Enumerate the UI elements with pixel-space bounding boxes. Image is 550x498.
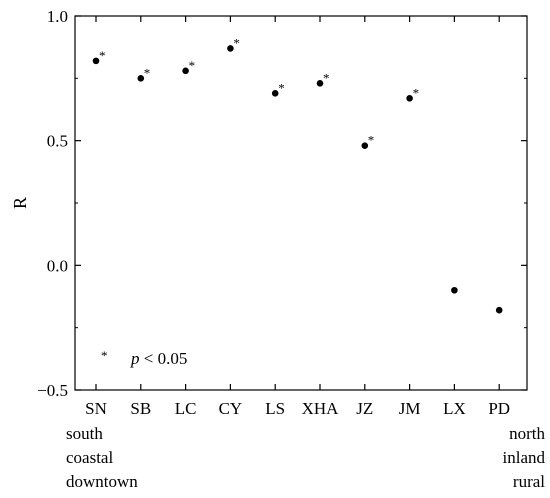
x-tick-label: CY: [219, 399, 243, 418]
x-tick-label: JZ: [356, 399, 373, 418]
x-tick-label: LX: [443, 399, 466, 418]
data-point: [495, 306, 503, 314]
gradient-labels-left: south coastal downtown: [66, 424, 138, 491]
data-points: * * * * * * * *: [92, 35, 503, 314]
legend-label: p < 0.05: [130, 349, 187, 368]
gradient-label-right: north: [509, 424, 545, 443]
y-tick-label: 1.0: [47, 7, 68, 26]
y-axis-label: R: [10, 197, 30, 209]
data-point: [271, 89, 279, 97]
gradient-label-right: inland: [503, 448, 546, 467]
gradient-label-left: south: [66, 424, 103, 443]
legend-variable: p: [130, 349, 140, 368]
y-tick-label: −0.5: [37, 381, 68, 400]
data-point: [406, 94, 413, 102]
gradient-label-left: coastal: [66, 448, 113, 467]
significance-marker: *: [278, 80, 285, 95]
significance-marker: *: [323, 70, 330, 85]
gradient-label-left: downtown: [66, 472, 138, 491]
x-tick-label: LS: [265, 399, 285, 418]
significance-marker: *: [189, 58, 196, 73]
gradient-labels-right: north inland rural: [503, 424, 546, 491]
data-point: [227, 45, 234, 52]
data-point: [451, 286, 458, 294]
plot-frame: [74, 15, 528, 391]
x-tick-label: LC: [175, 399, 197, 418]
x-tick-label: XHA: [302, 399, 340, 418]
significance-marker: *: [99, 48, 106, 63]
x-tick-label: JM: [399, 399, 421, 418]
data-point: [137, 75, 145, 82]
legend-marker: *: [101, 348, 108, 363]
data-point: [361, 142, 369, 149]
y-tick-label: 0.0: [47, 256, 68, 275]
significance-marker: *: [233, 35, 240, 50]
data-point: [316, 80, 324, 87]
x-axis: SN SB LC CY LS XHA JZ JM LX PD: [85, 16, 510, 418]
x-tick-label: SN: [85, 399, 107, 418]
legend-condition: < 0.05: [140, 349, 188, 368]
gradient-label-right: rural: [513, 472, 545, 491]
y-axis: 1.0 0.5 0.0 −0.5: [37, 7, 527, 400]
significance-marker: *: [368, 133, 375, 148]
significance-marker: *: [413, 85, 420, 100]
x-tick-label: PD: [488, 399, 510, 418]
legend: * p < 0.05: [101, 348, 187, 368]
data-point: [182, 67, 189, 75]
y-tick-label: 0.5: [47, 132, 68, 151]
x-tick-label: SB: [130, 399, 151, 418]
data-point: [92, 57, 100, 65]
significance-marker: *: [144, 65, 151, 80]
